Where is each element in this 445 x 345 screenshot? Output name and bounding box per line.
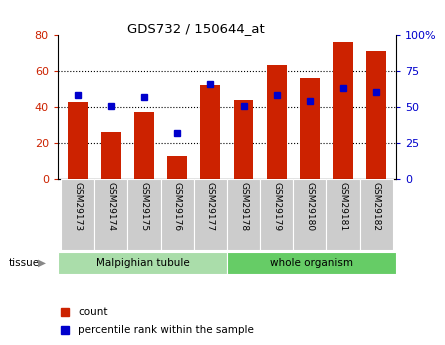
Text: GSM29178: GSM29178 (239, 181, 248, 231)
Text: GSM29176: GSM29176 (173, 181, 182, 231)
Bar (267, 65, 287, 179)
Text: GSM29174: GSM29174 (106, 181, 115, 230)
Bar (61, 179, 94, 250)
Text: count: count (78, 307, 108, 317)
Text: GDS732 / 150644_at: GDS732 / 150644_at (127, 22, 265, 36)
Text: Malpighian tubule: Malpighian tubule (96, 258, 189, 268)
Bar (333, 42, 353, 179)
Bar (58, 252, 227, 274)
Text: tissue: tissue (9, 258, 40, 268)
Bar (293, 179, 327, 250)
Text: GSM29175: GSM29175 (140, 181, 149, 231)
Bar (94, 179, 127, 250)
Bar (366, 51, 386, 179)
Bar (200, 85, 220, 179)
Text: whole organism: whole organism (270, 258, 353, 268)
Text: GSM29173: GSM29173 (73, 181, 82, 231)
Bar (300, 78, 320, 179)
Bar (101, 132, 121, 179)
Text: ▶: ▶ (38, 258, 46, 268)
Bar (68, 101, 88, 179)
Text: percentile rank within the sample: percentile rank within the sample (78, 325, 254, 335)
Text: GSM29179: GSM29179 (272, 181, 281, 231)
Text: GSM29177: GSM29177 (206, 181, 215, 231)
Bar (161, 179, 194, 250)
Bar (127, 179, 161, 250)
Bar (134, 112, 154, 179)
Bar (167, 156, 187, 179)
Text: GSM29182: GSM29182 (372, 181, 380, 230)
Text: GSM29180: GSM29180 (305, 181, 314, 231)
Bar (360, 179, 393, 250)
Bar (227, 179, 260, 250)
Bar (234, 100, 254, 179)
Bar (260, 179, 293, 250)
Bar (227, 252, 396, 274)
Bar (327, 179, 360, 250)
Bar (194, 179, 227, 250)
Text: GSM29181: GSM29181 (339, 181, 348, 231)
